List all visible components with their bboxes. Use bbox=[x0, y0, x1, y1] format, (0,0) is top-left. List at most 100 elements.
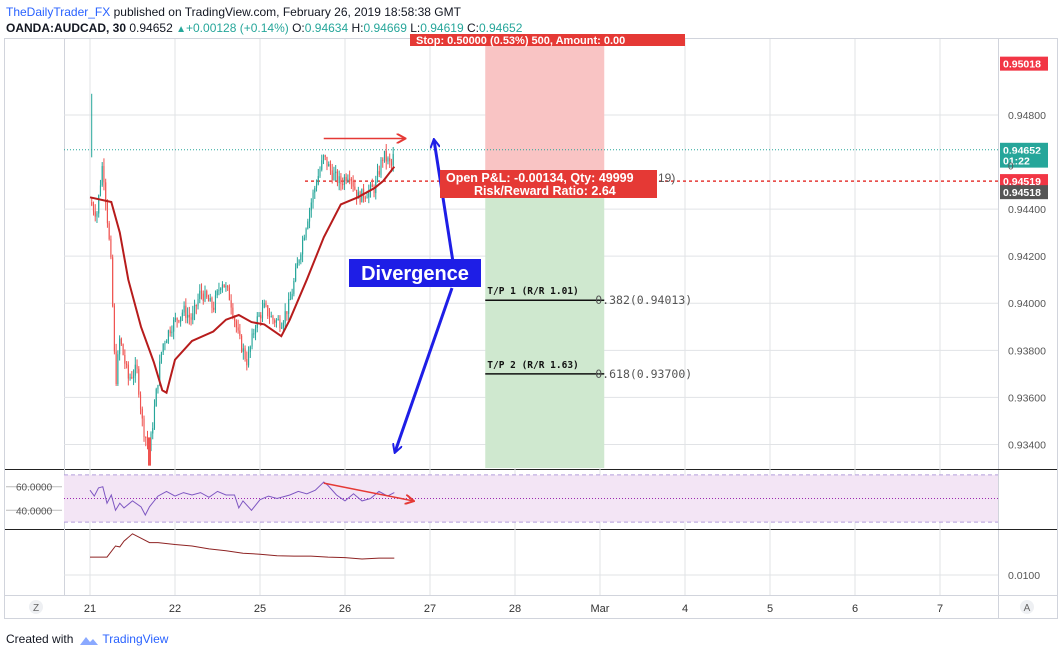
divergence-arrow-up bbox=[434, 140, 455, 263]
candle-body bbox=[302, 240, 304, 255]
symbol-label[interactable]: OANDA:AUDCAD, 30 bbox=[6, 21, 127, 35]
candle-body bbox=[234, 317, 236, 322]
candle-body bbox=[152, 428, 154, 434]
candle-body bbox=[270, 316, 272, 318]
candle-body bbox=[267, 305, 269, 317]
candle-body bbox=[192, 313, 194, 320]
candle-body bbox=[244, 348, 246, 359]
candle-body bbox=[190, 317, 192, 320]
stop-label: Stop: 0.50000 (0.53%) 500, Amount: 0.00 bbox=[416, 35, 625, 47]
candle-body bbox=[241, 335, 243, 352]
candle-body bbox=[214, 295, 217, 310]
candle-body bbox=[146, 438, 149, 445]
candle-body bbox=[322, 155, 325, 161]
candle-body bbox=[390, 161, 393, 166]
candle-body bbox=[364, 197, 366, 199]
candle-body bbox=[98, 195, 100, 214]
position-loss-zone bbox=[485, 42, 605, 182]
candle-body bbox=[112, 257, 114, 307]
candle-body bbox=[369, 184, 372, 191]
candle-body bbox=[136, 364, 138, 369]
candle-body bbox=[253, 333, 255, 335]
z-button: Z bbox=[33, 603, 39, 614]
risk-reward-label: Risk/Reward Ratio: 2.64 bbox=[474, 184, 616, 198]
candle-body bbox=[305, 228, 307, 238]
candle-body bbox=[220, 288, 222, 291]
z-button-bg bbox=[29, 600, 43, 614]
publish-line: TheDailyTrader_FX published on TradingVi… bbox=[6, 4, 522, 20]
price-axis-badge bbox=[1000, 142, 1048, 157]
candle-body bbox=[199, 290, 201, 299]
candle-body bbox=[282, 322, 284, 328]
candle-body bbox=[232, 307, 234, 318]
price-axis-badge bbox=[1000, 153, 1048, 168]
candle-body bbox=[124, 354, 126, 364]
candle-body bbox=[139, 394, 142, 409]
candle-body bbox=[291, 293, 293, 300]
low-value: 0.94619 bbox=[420, 21, 464, 35]
candle-body bbox=[368, 190, 370, 198]
candle-body bbox=[181, 312, 183, 317]
candle-body bbox=[167, 330, 169, 341]
rsi-tick-label: 60.0000 bbox=[16, 483, 53, 494]
tradingview-cloud-icon bbox=[80, 636, 99, 645]
open-pl-label: Open P&L: -0.00134, Qty: 49999 bbox=[446, 171, 634, 185]
candle-body bbox=[284, 311, 286, 323]
price-axis-badge bbox=[1000, 174, 1048, 189]
candle-body bbox=[134, 364, 136, 376]
ohlc-line: OANDA:AUDCAD, 30 0.94652 ▲+0.00128 (+0.1… bbox=[6, 20, 522, 38]
candle-body bbox=[274, 320, 276, 323]
candle-body bbox=[359, 192, 361, 203]
price-axis-badge-label: 01:22 bbox=[1003, 156, 1030, 168]
candle-body bbox=[371, 184, 373, 188]
candle-body bbox=[237, 327, 239, 331]
candle-body bbox=[315, 184, 318, 188]
candle-body bbox=[312, 192, 314, 203]
time-tick-label: 22 bbox=[169, 603, 181, 615]
candle-body bbox=[171, 331, 173, 334]
candle-body bbox=[164, 343, 166, 345]
candle-body bbox=[308, 210, 311, 222]
price-tick-label: 0.94400 bbox=[1008, 204, 1046, 216]
candle-body bbox=[129, 377, 131, 379]
candle-body bbox=[117, 354, 119, 385]
divergence-arrow-down bbox=[395, 287, 454, 452]
candle-body bbox=[242, 348, 244, 352]
time-tick-label: 28 bbox=[509, 603, 521, 615]
candle-body bbox=[349, 178, 351, 180]
candle-body bbox=[159, 361, 161, 385]
candle-body bbox=[211, 298, 213, 308]
divergence-label-box bbox=[349, 259, 481, 287]
a-button-bg bbox=[1020, 600, 1034, 614]
candle-body bbox=[122, 344, 124, 355]
candle-body bbox=[303, 237, 305, 241]
candle-body bbox=[354, 186, 356, 190]
candle-body bbox=[383, 150, 386, 161]
candle-body bbox=[119, 338, 121, 355]
tradingview-brand[interactable]: TradingView bbox=[102, 632, 169, 646]
candle-body bbox=[340, 176, 342, 185]
candle-body bbox=[335, 171, 337, 174]
candle-body bbox=[246, 358, 248, 366]
candle-body bbox=[227, 285, 229, 288]
price-tick-label: 0.93600 bbox=[1008, 392, 1046, 404]
candle-body bbox=[331, 170, 333, 180]
candle-body bbox=[380, 159, 382, 175]
candles bbox=[91, 144, 394, 458]
candle-body bbox=[317, 176, 319, 185]
candle-body bbox=[207, 297, 210, 302]
candle-body bbox=[96, 213, 98, 217]
candle-body bbox=[389, 158, 391, 162]
candle-body bbox=[314, 187, 316, 193]
candle-body bbox=[92, 205, 95, 212]
candle-body bbox=[153, 406, 156, 429]
take-profit-value: 0.618(0.93700) bbox=[595, 367, 692, 381]
up-arrow-icon: ▲ bbox=[176, 24, 186, 35]
candle-body bbox=[126, 363, 128, 365]
candle-body bbox=[206, 290, 208, 298]
candle-body bbox=[289, 299, 291, 301]
price-tick-label: 0.94800 bbox=[1008, 110, 1046, 122]
author-link[interactable]: TheDailyTrader_FX bbox=[6, 5, 111, 19]
candle-body bbox=[260, 315, 262, 319]
